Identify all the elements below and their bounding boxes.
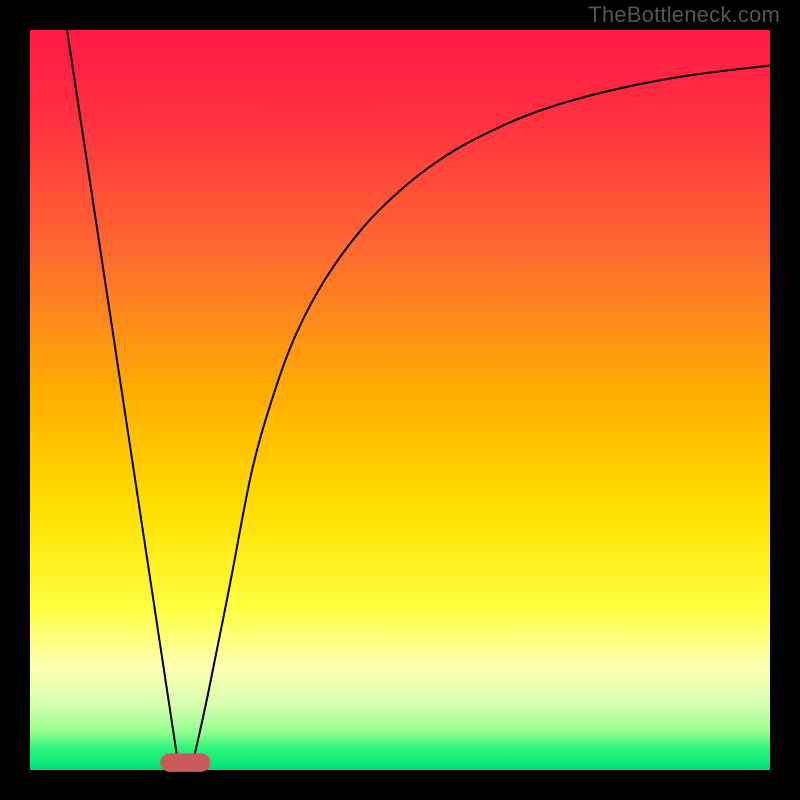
- bottleneck-chart: [0, 0, 800, 800]
- chart-gradient-background: [30, 30, 770, 770]
- chart-container: { "attribution": { "text": "TheBottlenec…: [0, 0, 800, 800]
- attribution-text: TheBottleneck.com: [588, 2, 780, 28]
- optimal-marker: [160, 753, 210, 772]
